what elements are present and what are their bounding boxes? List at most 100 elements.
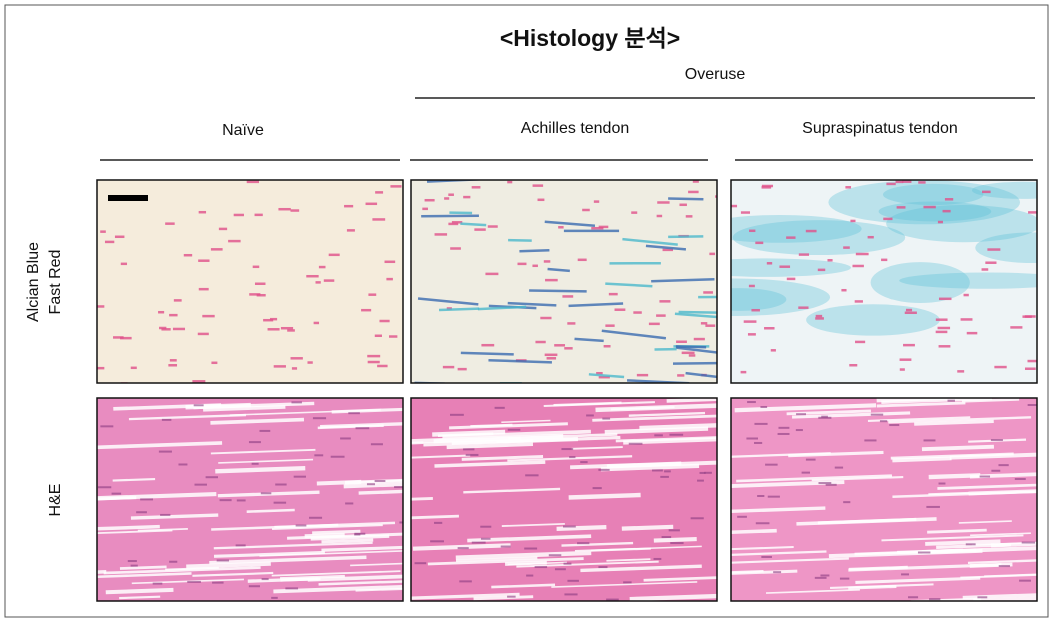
nucleus xyxy=(345,502,354,505)
stain-streak xyxy=(668,235,704,239)
nucleus xyxy=(676,340,687,343)
nucleus xyxy=(685,215,693,218)
nucleus xyxy=(252,265,260,269)
nucleus xyxy=(692,180,699,183)
nucleus xyxy=(524,547,538,550)
stain-streak xyxy=(563,229,620,233)
nucleus xyxy=(786,277,796,281)
fiber-gap xyxy=(928,473,981,480)
panel-border xyxy=(410,397,718,602)
stain-streak xyxy=(477,305,527,311)
nucleus xyxy=(465,453,479,456)
nucleus xyxy=(269,317,278,321)
nucleus xyxy=(97,486,112,489)
nucleus xyxy=(370,443,383,446)
nucleus xyxy=(346,229,355,232)
nucleus xyxy=(263,318,274,322)
row-label: H&E xyxy=(47,484,64,517)
fiber-gap xyxy=(186,561,271,569)
nucleus xyxy=(960,318,973,321)
stain-cloud xyxy=(899,272,1037,289)
nucleus xyxy=(422,207,428,211)
fiber-gap xyxy=(848,565,908,571)
nucleus xyxy=(113,336,124,339)
stain-cloud xyxy=(971,181,1037,199)
nucleus xyxy=(766,262,773,265)
fiber-gap xyxy=(449,422,568,430)
nucleus xyxy=(731,204,738,208)
fiber-gap xyxy=(623,435,717,445)
nucleus xyxy=(348,412,360,415)
fiber-gap xyxy=(568,492,641,500)
fiber-gap xyxy=(97,529,173,535)
fiber-gap xyxy=(463,487,561,494)
fiber-gap xyxy=(507,455,633,462)
nucleus xyxy=(656,214,663,218)
stain-cloud xyxy=(882,183,984,206)
nucleus xyxy=(318,265,326,269)
fiber-gap xyxy=(411,497,433,502)
nucleus xyxy=(903,343,915,347)
fiber-gap xyxy=(580,564,702,573)
nucleus xyxy=(100,230,106,233)
nucleus xyxy=(994,365,1007,369)
nucleus xyxy=(187,580,201,583)
fiber-gap xyxy=(318,578,403,586)
fiber-gap xyxy=(731,528,777,536)
nucleus xyxy=(517,262,527,266)
nucleus xyxy=(761,184,774,188)
column-label: Supraspinatus tendon xyxy=(802,120,958,137)
fiber-gap xyxy=(461,454,544,461)
fiber-gap xyxy=(442,429,591,439)
nucleus xyxy=(947,399,955,402)
nucleus xyxy=(374,480,386,483)
fiber-gap xyxy=(968,487,1037,496)
nucleus xyxy=(926,505,940,508)
fiber-gap xyxy=(97,441,223,451)
stain-streak xyxy=(675,345,707,349)
nucleus xyxy=(130,366,137,370)
fiber-gap xyxy=(307,572,403,582)
nucleus xyxy=(535,340,546,344)
nucleus xyxy=(751,308,760,312)
nucleus xyxy=(693,337,705,341)
fiber-gap xyxy=(218,458,314,464)
histology-panel xyxy=(731,180,1037,383)
nucleus xyxy=(879,420,888,423)
nucleus xyxy=(690,517,704,520)
fiber-gap xyxy=(310,534,390,541)
nucleus xyxy=(471,186,481,189)
nucleus xyxy=(271,596,278,599)
nucleus xyxy=(344,204,354,208)
nucleus xyxy=(554,568,566,571)
nucleus xyxy=(654,434,663,437)
nucleus xyxy=(991,469,1001,472)
fiber-gap xyxy=(971,539,1037,546)
nucleus xyxy=(755,241,764,245)
fiber-gap xyxy=(731,506,826,514)
fiber-gap xyxy=(246,508,295,513)
fiber-gap xyxy=(786,409,872,416)
nucleus xyxy=(399,521,403,524)
fiber-gap xyxy=(128,413,247,421)
nucleus xyxy=(424,198,435,202)
nucleus xyxy=(963,293,969,297)
nucleus xyxy=(525,474,539,477)
fiber-gap xyxy=(610,406,675,411)
nucleus xyxy=(323,279,335,282)
fiber-gap xyxy=(876,401,966,408)
stain-cloud xyxy=(975,232,1037,264)
fiber-gap xyxy=(412,543,511,551)
panel-border xyxy=(730,397,1038,602)
nucleus xyxy=(817,268,826,272)
nucleus xyxy=(314,454,324,457)
panel-border xyxy=(410,179,718,384)
nucleus xyxy=(361,308,372,312)
nucleus xyxy=(662,248,674,252)
fiber-gap xyxy=(991,537,1037,548)
nucleus xyxy=(845,186,852,189)
nucleus xyxy=(367,360,380,364)
fiber-gap xyxy=(595,402,717,413)
